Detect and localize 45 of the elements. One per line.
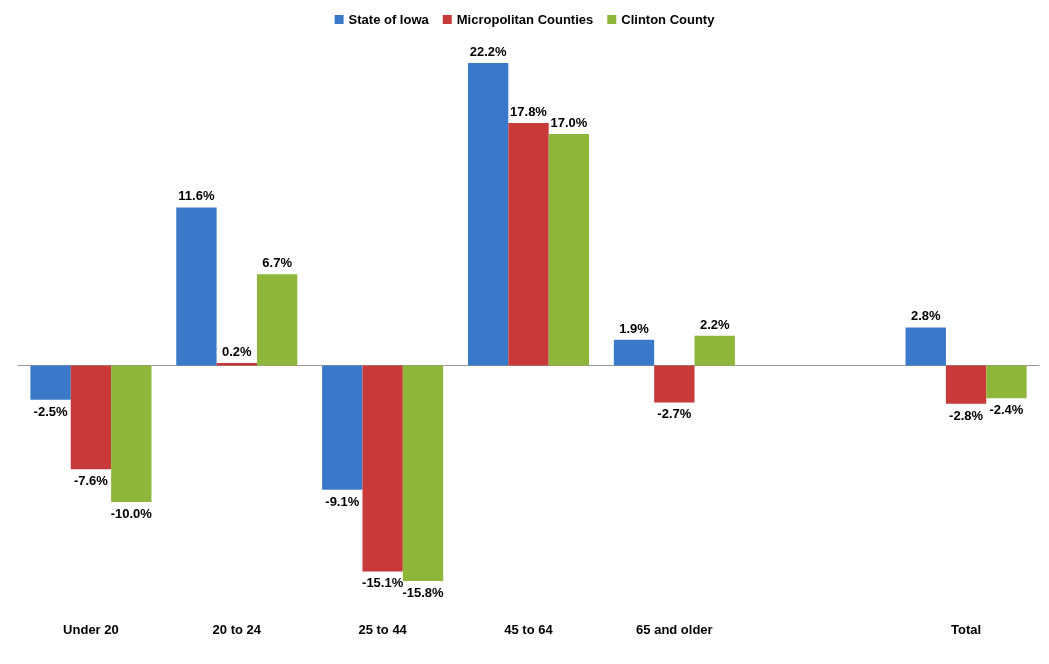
data-label: -15.8% (402, 585, 445, 600)
bar (548, 133, 590, 366)
bar (362, 365, 403, 572)
bar (508, 122, 549, 366)
data-label: 6.7% (262, 255, 293, 271)
bar (216, 362, 257, 366)
bar (402, 365, 444, 581)
x-tick-label: 25 to 44 (358, 622, 408, 637)
data-label: 2.2% (699, 316, 730, 332)
data-label: 22.2% (469, 44, 508, 59)
data-label: -7.6% (73, 473, 109, 489)
bar (70, 365, 112, 470)
data-label: -15.1% (362, 575, 404, 591)
bar (176, 207, 217, 366)
bar (322, 365, 363, 490)
data-label: 17.8% (510, 103, 548, 119)
x-tick-label: 45 to 64 (504, 622, 554, 637)
legend-label: State of Iowa (348, 12, 430, 27)
data-label: -2.8% (949, 407, 984, 423)
data-label: 0.2% (221, 343, 253, 359)
x-tick-label: 20 to 24 (212, 622, 262, 637)
x-tick-label: Under 20 (63, 622, 119, 637)
bar (694, 335, 735, 366)
data-label: 11.6% (178, 188, 215, 204)
bar (905, 327, 946, 366)
data-label: 2.8% (910, 308, 941, 324)
data-label: -10.0% (110, 505, 153, 521)
legend-label: Micropolitan Counties (456, 12, 594, 27)
bar (30, 365, 71, 400)
bar (945, 365, 987, 404)
data-label: 1.9% (619, 320, 650, 336)
data-label: -9.1% (325, 493, 360, 509)
bar (613, 339, 655, 366)
bar (256, 274, 298, 366)
data-label: -2.4% (989, 402, 1024, 418)
x-tick-label: 65 and older (636, 622, 713, 637)
bar (654, 365, 695, 403)
data-label: -2.7% (657, 406, 692, 422)
bar (467, 63, 509, 366)
bar (986, 365, 1027, 399)
x-tick-label: Total (951, 622, 982, 637)
data-label: 17.0% (550, 114, 588, 130)
legend-label: Clinton County (621, 12, 716, 27)
bar (111, 365, 152, 502)
data-label: -2.5% (33, 403, 68, 419)
